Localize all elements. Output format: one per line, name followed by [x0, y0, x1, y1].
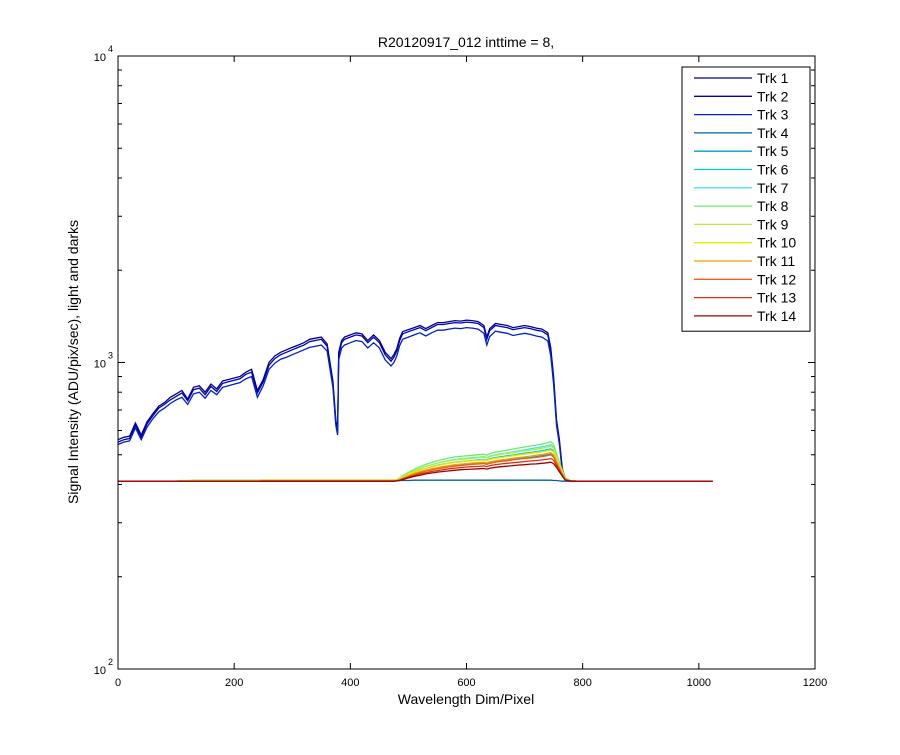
legend-label: Trk 12 — [757, 271, 796, 287]
y-tick-label-exponent: 2 — [108, 657, 113, 667]
y-tick-label-exponent: 4 — [108, 44, 113, 54]
legend-label: Trk 4 — [757, 125, 789, 141]
legend-label: Trk 8 — [757, 198, 789, 214]
x-tick-label: 1200 — [803, 677, 827, 689]
legend-label: Trk 2 — [757, 88, 789, 104]
legend-label: Trk 13 — [757, 290, 796, 306]
plot-frame — [117, 55, 816, 670]
legend: Trk 1 Trk 2 Trk 3 Trk 4 Trk 5 Trk 6 Trk 7 Trk 8… — [681, 66, 811, 332]
series-line-trk-14 — [118, 461, 713, 482]
legend-label: Trk 7 — [757, 180, 789, 196]
legend-label: Trk 11 — [757, 253, 795, 269]
legend-label: Trk 10 — [757, 235, 796, 251]
x-axis-label: Wavelength Dim/Pixel — [398, 691, 534, 707]
legend-label: Trk 3 — [757, 107, 789, 123]
series-line-trk-3 — [118, 326, 713, 482]
series-layer — [118, 319, 713, 482]
x-tick-label: 400 — [341, 677, 359, 689]
legend-label: Trk 6 — [757, 162, 789, 178]
series-line-trk-2 — [118, 321, 713, 482]
y-tick-label-base: 10 — [94, 665, 106, 677]
series-line-trk-1 — [118, 319, 713, 482]
x-tick-label: 200 — [225, 677, 243, 689]
legend-label: Trk 5 — [757, 143, 789, 159]
y-tick-label-base: 10 — [94, 359, 106, 371]
x-tick-label: 0 — [115, 677, 121, 689]
legend-label: Trk 1 — [757, 70, 789, 86]
x-tick-label: 600 — [457, 677, 475, 689]
legend-label: Trk 14 — [757, 308, 796, 324]
x-tick-label: 800 — [573, 677, 591, 689]
chart-title: R20120917_012 inttime = 8, — [378, 34, 554, 50]
legend-box — [681, 66, 811, 332]
y-axis-label: Signal Intensity (ADU/pix/sec), light an… — [65, 220, 81, 504]
x-tick-label: 1000 — [687, 677, 711, 689]
y-tick-label-exponent: 3 — [108, 351, 113, 361]
legend-label: Trk 9 — [757, 216, 789, 232]
y-tick-label-base: 10 — [94, 52, 106, 64]
